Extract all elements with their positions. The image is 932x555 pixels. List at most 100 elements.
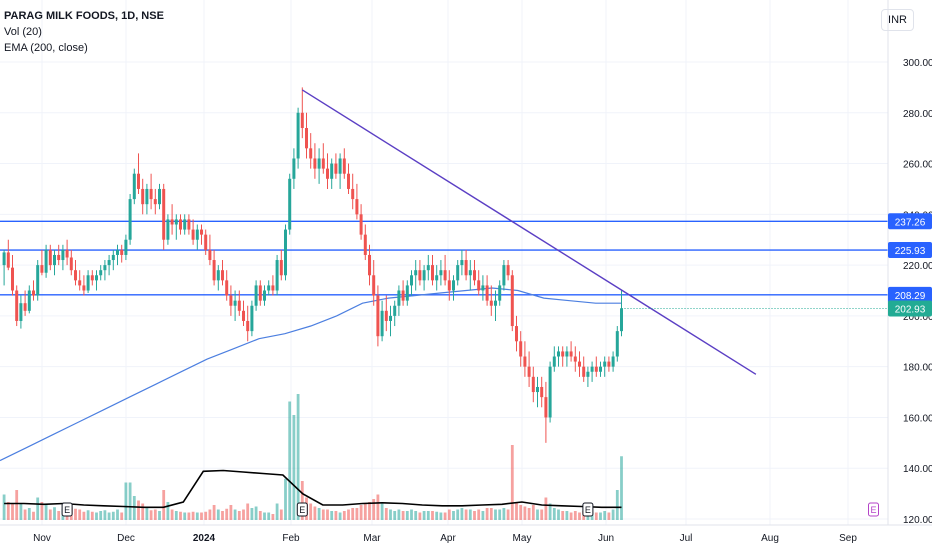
volume-bar — [32, 512, 35, 520]
volume-bar — [419, 513, 422, 521]
volume-bar — [242, 510, 245, 521]
candle-body — [423, 270, 426, 280]
volume-bar — [284, 479, 287, 520]
volume-bar — [188, 513, 191, 521]
candle-body — [582, 367, 585, 377]
candle-body — [456, 265, 459, 280]
price-tick-label: 160.00 — [903, 413, 932, 424]
candle-body — [393, 306, 396, 316]
volume-bar — [414, 511, 417, 520]
candle-body — [607, 362, 610, 367]
volume-bar — [448, 510, 451, 521]
volume-bar — [620, 456, 623, 520]
candle-body — [334, 164, 337, 174]
candle-body — [347, 174, 350, 189]
volume-bar — [452, 511, 455, 520]
candle-body — [460, 260, 463, 265]
candle-body — [553, 357, 556, 367]
candle-body — [15, 291, 18, 321]
candle-body — [292, 158, 295, 178]
candle-body — [444, 270, 447, 280]
candle-body — [229, 296, 232, 306]
candle-body — [376, 296, 379, 337]
volume-bar — [200, 513, 203, 521]
candle-body — [183, 219, 186, 229]
volume-bar — [603, 511, 606, 520]
candle-body — [297, 113, 300, 159]
volume-bar — [150, 510, 153, 520]
volume-bar — [570, 513, 573, 521]
candle-body — [45, 250, 48, 273]
time-tick-label: 2024 — [193, 533, 216, 544]
volume-bar — [515, 502, 518, 520]
volume-bar — [351, 508, 354, 520]
candle-body — [137, 174, 140, 189]
volume-bar — [137, 501, 140, 521]
price-tick-label: 120.00 — [903, 515, 932, 526]
trendline[interactable] — [302, 90, 756, 374]
volume-bar — [116, 510, 119, 521]
candle-body — [486, 285, 489, 300]
symbol-title[interactable]: PARAG MILK FOODS, 1D, NSE — [4, 8, 164, 24]
currency-label[interactable]: INR — [881, 9, 914, 31]
volume-bar — [293, 415, 296, 520]
volume-bar — [360, 505, 363, 520]
candle-body — [385, 311, 388, 321]
volume-bar — [175, 511, 178, 520]
candle-body — [255, 285, 258, 305]
candle-body — [544, 397, 547, 417]
volume-bar — [545, 498, 548, 521]
price-tick-label: 140.00 — [903, 464, 932, 475]
candle-body — [271, 285, 274, 290]
time-tick-label: Mar — [363, 533, 381, 544]
candle-body — [192, 230, 195, 240]
candle-body — [217, 270, 220, 280]
volume-bar — [456, 510, 459, 521]
volume-bar — [528, 508, 531, 520]
candle-body — [40, 265, 43, 273]
price-tick-label: 280.00 — [903, 109, 932, 120]
volume-bar — [356, 508, 359, 520]
candle-body — [536, 387, 539, 392]
volume-bar — [435, 512, 438, 520]
volume-indicator-label[interactable]: Vol (20) — [4, 24, 164, 40]
volume-bar — [125, 483, 128, 521]
volume-bar — [503, 508, 506, 520]
volume-bar — [280, 510, 283, 521]
volume-bar — [524, 507, 527, 521]
descending-trendline — [302, 90, 756, 374]
volume-bar — [540, 510, 543, 521]
candle-body — [141, 189, 144, 204]
volume-bar — [146, 508, 149, 520]
price-axis[interactable]: 300.00280.00260.00240.00220.00200.00180.… — [622, 0, 932, 526]
volume-bar — [255, 507, 258, 521]
candle-body — [490, 301, 493, 306]
volume-bar — [204, 512, 207, 520]
candle-body — [112, 255, 115, 260]
volume-bar — [53, 507, 56, 520]
candle-body — [133, 174, 136, 199]
volume-bar — [440, 513, 443, 521]
volume-bar — [3, 495, 6, 521]
ema-indicator-label[interactable]: EMA (200, close) — [4, 40, 164, 56]
volume-bar — [78, 510, 81, 521]
volume-bar — [133, 496, 136, 520]
volume-bar — [288, 402, 291, 521]
price-tick-label: 300.00 — [903, 58, 932, 69]
candle-body — [309, 148, 312, 158]
volume-bar — [309, 504, 312, 521]
candle-body — [259, 285, 262, 300]
chart-legend: PARAG MILK FOODS, 1D, NSE Vol (20) EMA (… — [4, 8, 164, 56]
candle-body — [200, 230, 203, 235]
candle-body — [19, 303, 22, 321]
volume-bar — [330, 511, 333, 520]
candle-body — [250, 306, 253, 331]
volume-bar — [612, 510, 615, 521]
candle-body — [511, 275, 514, 326]
volume-bar — [225, 509, 228, 520]
volume-bar — [389, 510, 392, 521]
candle-body — [599, 367, 602, 372]
